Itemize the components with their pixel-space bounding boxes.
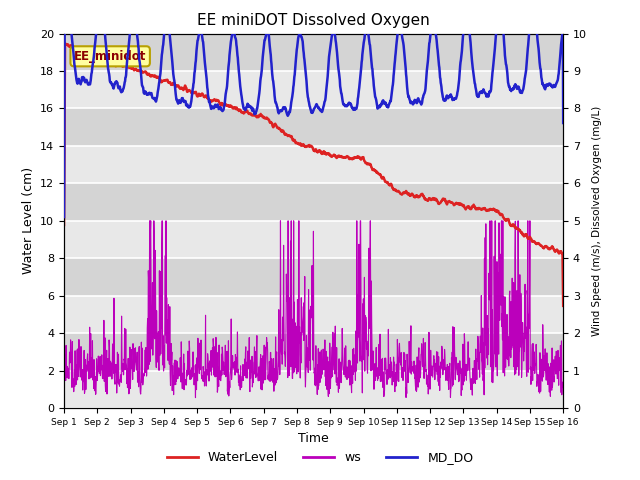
Legend: WaterLevel, ws, MD_DO: WaterLevel, ws, MD_DO (161, 446, 479, 469)
Y-axis label: Wind Speed (m/s), Dissolved Oxygen (mg/L): Wind Speed (m/s), Dissolved Oxygen (mg/L… (593, 106, 602, 336)
Bar (64, 34, 563, 71)
Bar (64, 371, 563, 408)
Text: EE_minidot: EE_minidot (74, 50, 147, 63)
Bar (64, 146, 563, 183)
Bar (64, 71, 563, 108)
Bar (64, 258, 563, 296)
Bar (64, 221, 563, 258)
X-axis label: Time: Time (298, 432, 329, 445)
Bar (64, 296, 563, 333)
Title: EE miniDOT Dissolved Oxygen: EE miniDOT Dissolved Oxygen (197, 13, 430, 28)
Y-axis label: Water Level (cm): Water Level (cm) (22, 167, 35, 275)
Bar (64, 108, 563, 146)
Bar (64, 183, 563, 221)
Bar (64, 333, 563, 371)
